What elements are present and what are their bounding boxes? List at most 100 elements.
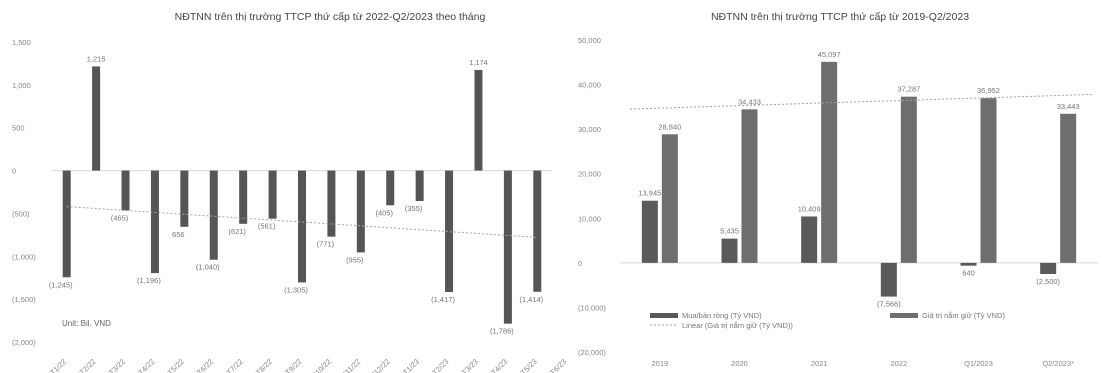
chart2-net-label: 5,435 <box>720 227 739 236</box>
chart1-bar <box>150 170 159 274</box>
chart2-hold-bar <box>1060 113 1077 263</box>
chart1-data-label: (621) <box>228 227 246 236</box>
chart1-y-tick: (2,000) <box>12 338 36 347</box>
chart1-x-tick: T3/23 <box>460 357 480 373</box>
chart2-hold-bar <box>980 98 997 263</box>
chart2-hold-label: 34,433 <box>738 97 761 106</box>
chart1-data-label: (465) <box>111 213 129 222</box>
chart1-x-tick: T11/22 <box>340 357 362 373</box>
chart1-bar <box>121 170 130 211</box>
chart1-x-tick: T1/22 <box>48 357 68 373</box>
chart2-trend-line <box>629 93 1094 110</box>
chart2-net-bar <box>1040 262 1057 274</box>
chart1-data-label: (1,245) <box>49 280 73 289</box>
chart1-unit-note: Unit: Bil. VND <box>62 319 111 328</box>
chart1-bar <box>180 170 189 227</box>
chart1-x-tick: T8/22 <box>254 357 274 373</box>
chart2-hold-label: 37,287 <box>897 85 920 94</box>
chart2-hold-bar <box>821 61 838 263</box>
chart2-y-tick: (10,000) <box>578 303 606 312</box>
chart2-y-tick: 30,000 <box>578 125 601 134</box>
chart1-bar <box>386 170 395 206</box>
chart1-x-tick: T4/23 <box>489 357 509 373</box>
chart1-plot: 1,500 1,000 500 0 (500) (1,000) (1,500) (2,000)… <box>12 38 568 373</box>
chart2-net-bar <box>641 200 658 263</box>
chart1-x-tick: T2/23 <box>431 357 451 373</box>
chart2-plot: 50,000 40,000 30,000 20,000 10,000 0 (10,000) (… <box>578 36 1098 368</box>
chart2-net-label: (2,500) <box>1036 277 1060 286</box>
chart2-title: NĐTNN trên thị trường TTCP thứ cấp từ 20… <box>711 11 969 23</box>
chart2-x-tick: 2020 <box>731 359 748 368</box>
chart2-y-tick: 0 <box>578 259 582 268</box>
chart1-bar <box>415 170 424 201</box>
chart2-net-bar <box>880 262 897 297</box>
chart2-hold-bar <box>741 109 758 263</box>
chart1-x-tick: T7/22 <box>225 357 245 373</box>
chart1-data-label: (355) <box>405 204 423 213</box>
chart2-y-tick: 10,000 <box>578 214 601 223</box>
chart1-bar <box>533 170 542 292</box>
chart2-hold-label: 33,443 <box>1057 102 1080 111</box>
chart1-bar <box>62 170 71 278</box>
legend-net-swatch <box>650 313 678 318</box>
chart1-x-tick: T9/22 <box>283 357 303 373</box>
chart1-data-label: 656 <box>172 230 185 239</box>
chart1-y-tick: 1,000 <box>12 81 31 90</box>
chart2-x-tick: 2019 <box>651 359 668 368</box>
chart2-net-label: (7,566) <box>877 300 901 309</box>
chart1-data-label: (955) <box>346 255 364 264</box>
chart2-y-tick: 20,000 <box>578 170 601 179</box>
chart1-y-tick: (1,500) <box>12 295 36 304</box>
chart1-y-tick: 1,500 <box>12 38 31 47</box>
chart2-hold-bar <box>900 96 917 263</box>
chart1-y-tick: 500 <box>12 124 25 133</box>
chart2-hold-label: 36,952 <box>977 86 1000 95</box>
chart1-bar <box>474 69 483 171</box>
chart1-data-label: (1,786) <box>490 327 514 336</box>
chart1-bar <box>209 170 218 260</box>
chart2-hold-bar <box>661 134 678 263</box>
chart1-x-tick: T3/22 <box>107 357 127 373</box>
chart1-data-label: (561) <box>258 222 276 231</box>
chart1-bar <box>503 170 512 324</box>
chart2-x-tick: 2021 <box>811 359 828 368</box>
chart1-bar <box>356 170 365 253</box>
chart1-bar <box>327 170 336 237</box>
chart1-bar <box>445 170 454 293</box>
legend-net-label: Mua/bán ròng (Tỷ VND) <box>682 311 762 320</box>
chart2-y-tick: 40,000 <box>578 81 601 90</box>
chart1-x-tick: T5/23 <box>519 357 539 373</box>
chart2-y-tick: 50,000 <box>578 36 601 45</box>
chart2-x-tick: Q1/2023 <box>964 359 993 368</box>
chart1-data-label: (771) <box>317 240 335 249</box>
chart1-x-tick: T2/22 <box>78 357 98 373</box>
chart1-x-tick: T10/22 <box>310 357 333 373</box>
chart2-hold-label: 45,097 <box>818 50 841 59</box>
chart1-data-label: (1,305) <box>284 285 308 294</box>
chart1-y-tick: (1,000) <box>12 252 36 261</box>
chart1-trend-line <box>66 206 538 238</box>
chart2-x-tick: 2022 <box>890 359 907 368</box>
chart1-y-tick: 0 <box>12 167 16 176</box>
chart1-bar <box>92 66 101 171</box>
chart2-net-bar <box>801 216 818 263</box>
chart1-bar <box>298 170 306 283</box>
chart1-x-tick: T1/23 <box>401 357 421 373</box>
chart1-x-tick: T4/22 <box>136 357 156 373</box>
chart2-x-tick: Q2/2023* <box>1042 359 1074 368</box>
chart1-x-tick: T5/22 <box>166 357 186 373</box>
chart1-bar <box>268 170 277 219</box>
chart1-bar <box>239 170 248 224</box>
legend-hold-swatch <box>890 313 918 318</box>
chart1-x-tick: T6/23 <box>548 357 568 373</box>
chart2-net-bar <box>960 262 977 266</box>
chart2-net-label: 13,945 <box>638 189 661 198</box>
chart1-data-label: (1,414) <box>519 295 543 304</box>
chart1-data-label: 1,174 <box>469 58 488 67</box>
chart1-data-label: (1,417) <box>431 295 455 304</box>
legend-trend-label: Linear (Giá trị nắm giữ (Tỷ VND)) <box>682 321 793 330</box>
chart1-data-label: (1,040) <box>196 263 220 272</box>
chart1-data-label: (405) <box>375 208 393 217</box>
